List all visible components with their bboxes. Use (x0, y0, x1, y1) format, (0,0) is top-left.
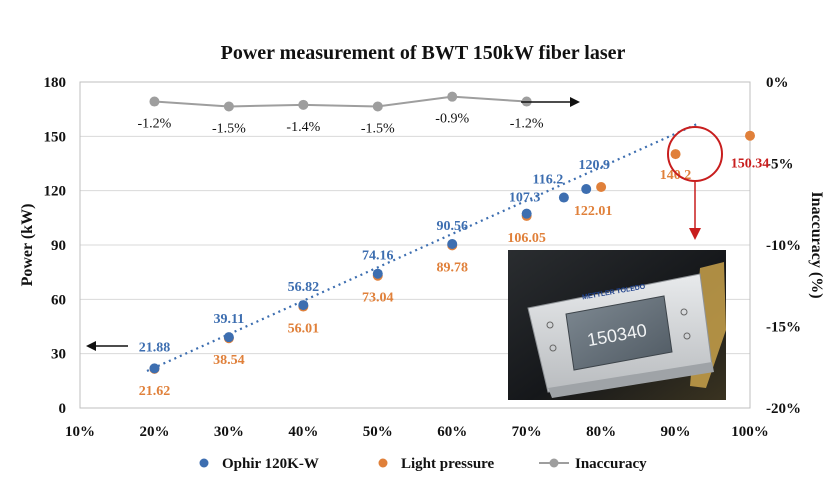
y-axis-label: Power (kW) (19, 204, 36, 287)
ophir-point (447, 238, 458, 249)
inaccuracy-point (372, 101, 383, 112)
y-tick-label: 180 (44, 75, 67, 91)
light-pressure-label: 106.05 (507, 231, 546, 246)
light-pressure-point (670, 149, 681, 160)
x-tick-label: 10% (65, 424, 95, 440)
inaccuracy-point (149, 96, 160, 107)
ophir-point (372, 268, 383, 279)
inaccuracy-point (447, 91, 458, 102)
inaccuracy-line (154, 95, 527, 108)
ophir-label: 21.88 (139, 340, 171, 355)
y2-tick-label: -5% (766, 157, 794, 173)
light-pressure-label: 150.34 (731, 157, 770, 172)
ophir-point (149, 363, 160, 374)
light-pressure-label: 140.2 (660, 168, 692, 183)
settings-icon (683, 332, 691, 340)
x-tick-label: 20% (139, 424, 169, 440)
y-tick-label: 0 (59, 401, 67, 417)
light-pressure-label: 21.62 (139, 384, 171, 399)
device-base (548, 362, 714, 398)
light-pressure-point (596, 182, 607, 193)
inaccuracy-point (223, 101, 234, 112)
print-icon (680, 308, 688, 316)
light-pressure-label: 73.04 (362, 291, 394, 306)
inaccuracy-label: -1.5% (212, 121, 246, 136)
x-tick-label: 100% (731, 424, 769, 440)
x-tick-label: 80% (586, 424, 616, 440)
x-tick-label: 60% (437, 424, 467, 440)
y2-axis-label: Inaccuracy (%) (808, 191, 825, 298)
y-tick-label: 120 (44, 184, 67, 200)
left-axis-arrowhead (86, 341, 96, 351)
x-tick-label: 30% (214, 424, 244, 440)
inaccuracy-point (298, 99, 309, 110)
x-tick-label: 50% (363, 424, 393, 440)
ophir-label: 90.56 (436, 219, 468, 234)
inaccuracy-label: -1.2% (510, 117, 544, 132)
legend-marker-inaccuracy (549, 458, 559, 468)
legend-label-light-pressure: Light pressure (401, 456, 495, 472)
chart-title: Power measurement of BWT 150kW fiber las… (221, 42, 626, 64)
inaccuracy-label: -1.5% (361, 121, 395, 136)
y2-tick-label: -10% (766, 238, 801, 254)
inaccuracy-label: -1.4% (286, 120, 320, 135)
y-axis-ticks: 0 30 60 90 120 150 180 (44, 75, 67, 417)
plot-frame (79, 81, 751, 409)
trend-line (146, 122, 698, 373)
ophir-label: 107.3 (509, 191, 541, 206)
x-tick-label: 40% (288, 424, 318, 440)
ophir-label: 120.9 (578, 158, 610, 173)
ophir-label: 116.2 (533, 173, 564, 188)
x-tick-label: 90% (661, 424, 691, 440)
ophir-label: 74.16 (362, 249, 394, 264)
ophir-point (223, 332, 234, 343)
y2-axis-ticks: 0% -5% -10% -15% -20% (766, 75, 801, 417)
right-axis-arrowhead (570, 97, 580, 107)
legend-label-inaccuracy: Inaccuracy (575, 456, 647, 472)
y2-tick-label: 0% (766, 75, 789, 91)
light-pressure-label: 56.01 (288, 322, 320, 337)
light-pressure-label: 38.54 (213, 353, 245, 368)
device-photo: METTLER TOLEDO 150340 (508, 250, 726, 400)
device-screen (565, 295, 673, 371)
ophir-point (581, 184, 592, 195)
y-tick-label: 60 (51, 292, 66, 308)
ophir-label: 39.11 (214, 312, 245, 327)
y2-tick-label: -15% (766, 320, 801, 336)
x-tick-label: 70% (512, 424, 542, 440)
y-tick-label: 90 (51, 238, 66, 254)
menu-icon (549, 344, 557, 352)
highlight-circle (667, 126, 723, 182)
x-axis-ticks: 10% 20% 30% 40% 50% 60% 70% 80% 90% 100% (65, 424, 769, 440)
legend-marker-light-pressure (378, 458, 388, 468)
ophir-point (521, 208, 532, 219)
light-pressure-label: 89.78 (436, 260, 468, 275)
y-tick-label: 30 (51, 347, 66, 363)
light-pressure-label: 122.01 (574, 204, 613, 219)
y2-tick-label: -20% (766, 401, 801, 417)
y-tick-label: 150 (44, 129, 67, 145)
ophir-point (298, 300, 309, 311)
legend-label-ophir: Ophir 120K-W (222, 456, 319, 472)
legend: Ophir 120K-W Light pressure Inaccuracy (199, 456, 647, 472)
light-pressure-point (745, 130, 755, 141)
home-icon (546, 321, 554, 329)
ophir-label: 56.82 (288, 280, 320, 295)
inaccuracy-label: -0.9% (435, 112, 469, 127)
legend-marker-ophir (199, 458, 209, 468)
inaccuracy-label: -1.2% (138, 117, 172, 132)
ophir-point (558, 192, 569, 203)
